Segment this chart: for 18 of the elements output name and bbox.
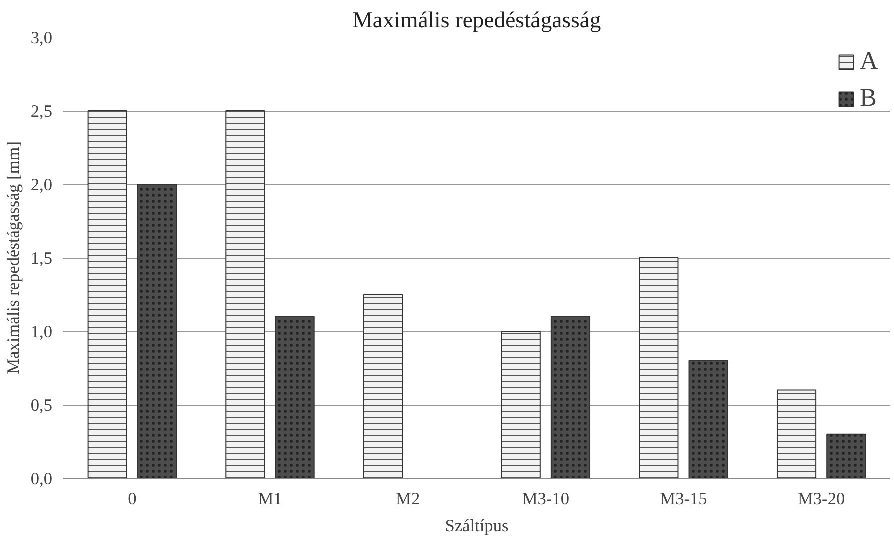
x-tick-label: M3-20 [798,490,846,508]
y-tick-label: 3,0 [30,28,53,48]
y-tick-label: 2,5 [30,102,53,121]
y-tick-label: 0,5 [30,396,53,415]
x-tick-label: M3-15 [660,490,708,508]
legend-label: A [860,47,880,76]
x-tick-label: M2 [396,490,420,508]
y-tick-label: 1,5 [30,249,53,268]
y-tick-label: 2,0 [30,176,53,194]
chart-title: Maximális repedéstágasság [352,8,602,32]
x-axis-title: Száltípus [445,516,510,536]
x-tick-label: M1 [258,490,282,508]
y-tick-label: 0,0 [30,470,53,488]
x-tick-label: M3-10 [522,490,570,508]
y-axis-title: Maximális repedéstágasság [mm] [4,142,23,374]
x-tick-label: 0 [128,490,137,508]
y-tick-label: 1,0 [30,322,53,342]
legend-label: B [860,84,878,113]
